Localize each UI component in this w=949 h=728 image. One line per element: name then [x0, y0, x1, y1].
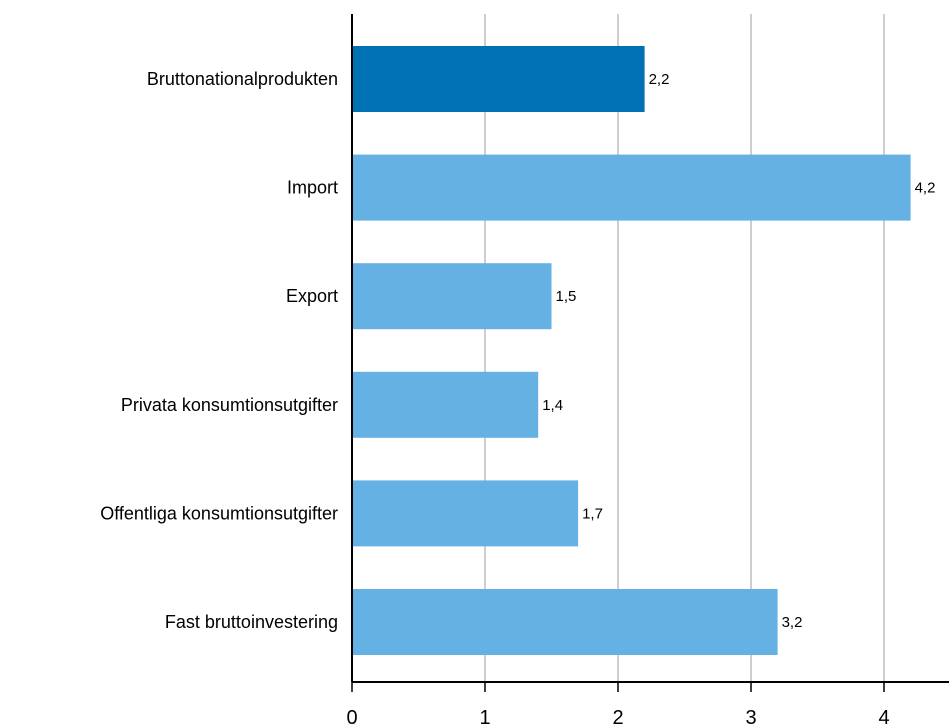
category-label-3: Privata konsumtionsutgifter [121, 395, 338, 415]
bars [352, 46, 911, 655]
bar-2 [352, 263, 552, 330]
bar-1 [352, 154, 911, 221]
bar-0 [352, 46, 645, 112]
x-tick-label-3: 3 [745, 707, 756, 728]
category-label-2: Export [286, 286, 338, 306]
category-label-4: Offentliga konsumtionsutgifter [100, 503, 338, 523]
category-label-5: Fast bruttoinvestering [165, 612, 338, 632]
bar-5 [352, 589, 778, 655]
x-tick-label-0: 0 [346, 707, 357, 728]
category-label-0: Bruttonationalprodukten [147, 69, 338, 89]
bar-3 [352, 371, 539, 438]
category-label-1: Import [287, 178, 338, 198]
data-label-3: 1,4 [542, 397, 563, 414]
data-label-0: 2,2 [649, 71, 670, 88]
data-label-4: 1,7 [582, 505, 603, 522]
data-label-2: 1,5 [556, 288, 577, 305]
gridlines [484, 14, 885, 682]
x-tick-label-4: 4 [878, 707, 889, 728]
labels: 2,2 Bruttonationalprodukten 4,2 Import 1,5 Ex… [100, 69, 935, 728]
data-label-5: 3,2 [782, 614, 803, 631]
axes [351, 14, 949, 692]
x-tick-label-1: 1 [479, 707, 490, 728]
bar-4 [352, 480, 579, 547]
data-label-1: 4,2 [915, 180, 936, 197]
x-tick-label-2: 2 [612, 707, 623, 728]
